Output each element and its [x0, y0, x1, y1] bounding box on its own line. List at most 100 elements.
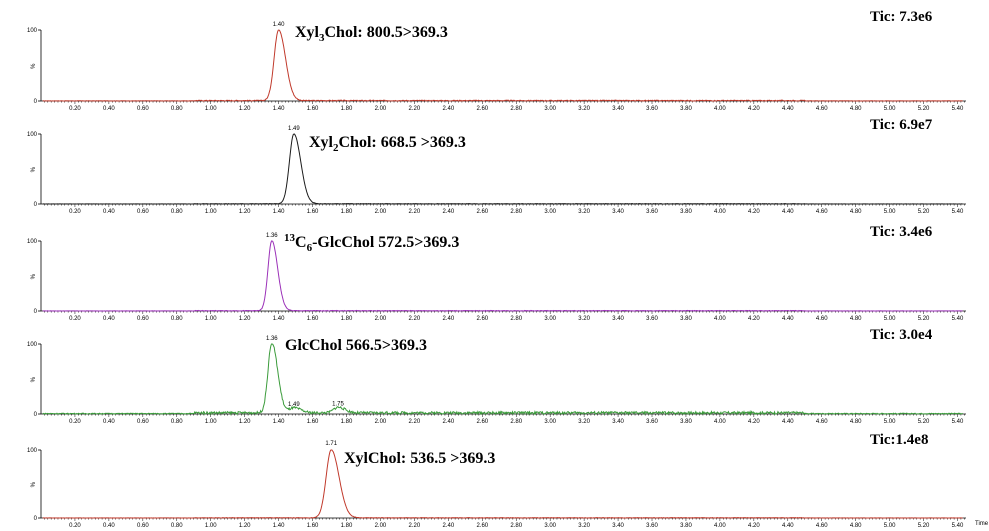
x-tick-label: 2.00 — [375, 106, 387, 112]
x-tick-label: 2.60 — [476, 419, 488, 425]
x-tick-label: 1.60 — [307, 419, 319, 425]
x-tick-label: 3.40 — [612, 419, 624, 425]
x-tick-label: 2.60 — [476, 316, 488, 322]
x-tick-label: 3.20 — [578, 523, 590, 529]
x-tick-label: 4.40 — [782, 523, 794, 529]
x-tick-label: 2.20 — [409, 209, 421, 215]
chart-panel-5: 100 0% 0.20 0.40 0.60 0.80 1.00 1.20 1.40 1.60 1.8… — [27, 432, 989, 529]
x-tick-label: 2.60 — [476, 523, 488, 529]
y-tick-label-max: 100 — [27, 342, 38, 348]
y-tick-label-max: 100 — [27, 132, 38, 138]
x-tick-label: 4.20 — [748, 523, 760, 529]
x-tick-label: 2.60 — [476, 209, 488, 215]
x-tick-label: 5.00 — [884, 523, 896, 529]
x-tick-label: 0.40 — [103, 209, 115, 215]
peak-label: 1.49 — [288, 402, 300, 408]
x-tick-label: 3.80 — [680, 419, 692, 425]
y-tick-label-max: 100 — [27, 448, 38, 454]
x-tick-label: 3.00 — [544, 419, 556, 425]
tic-value: Tic:1.4e8 — [870, 432, 928, 448]
x-tick-label: 3.40 — [612, 209, 624, 215]
x-tick-label: 2.00 — [375, 209, 387, 215]
peak-label: 1.36 — [266, 233, 278, 239]
x-tick-label: 2.40 — [442, 419, 454, 425]
series-trace — [42, 449, 963, 519]
x-tick-label: 5.20 — [918, 419, 930, 425]
x-tick-label: 1.60 — [307, 209, 319, 215]
x-tick-label: 1.60 — [307, 316, 319, 322]
y-tick-label-min: 0 — [34, 309, 38, 315]
x-tick-label: 0.40 — [103, 106, 115, 112]
x-tick-label: 1.20 — [239, 209, 251, 215]
y-tick-label-min: 0 — [34, 516, 38, 522]
y-axis-percent-label: % — [31, 63, 37, 69]
x-tick-label: 5.20 — [918, 316, 930, 322]
tic-value: Tic: 7.3e6 — [870, 9, 933, 25]
x-tick-label: 5.00 — [884, 316, 896, 322]
x-tick-label: 3.80 — [680, 316, 692, 322]
chart-panel-2: 100 0% 0.20 0.40 0.60 0.80 1.00 1.20 1.40 1.60 1.8… — [27, 117, 966, 215]
x-tick-label: 0.60 — [137, 316, 149, 322]
x-tick-label: 1.40 — [273, 106, 285, 112]
x-tick-label: 0.80 — [171, 209, 183, 215]
x-tick-label: 1.00 — [205, 523, 217, 529]
y-tick-label-max: 100 — [27, 239, 38, 245]
x-tick-label: 4.80 — [850, 106, 862, 112]
series-trace — [42, 133, 963, 205]
x-tick-label: 4.20 — [748, 209, 760, 215]
x-tick-label: 4.00 — [714, 523, 726, 529]
x-tick-label: 0.60 — [137, 209, 149, 215]
series-trace — [42, 29, 963, 102]
x-tick-label: 3.60 — [646, 523, 658, 529]
y-axis-percent-label: % — [31, 376, 37, 382]
x-tick-label: 4.60 — [816, 523, 828, 529]
x-tick-label: 1.40 — [273, 523, 285, 529]
x-tick-label: 2.00 — [375, 419, 387, 425]
x-tick-label: 0.20 — [69, 419, 81, 425]
x-tick-label: 1.40 — [273, 316, 285, 322]
x-tick-label: 3.60 — [646, 209, 658, 215]
x-tick-label: 5.00 — [884, 419, 896, 425]
x-tick-label: 5.40 — [952, 106, 964, 112]
x-tick-label: 2.00 — [375, 523, 387, 529]
x-tick-label: 4.40 — [782, 209, 794, 215]
x-tick-label: 2.20 — [409, 419, 421, 425]
x-tick-label: 5.20 — [918, 523, 930, 529]
x-tick-label: 1.00 — [205, 106, 217, 112]
x-tick-label: 0.40 — [103, 316, 115, 322]
x-tick-label: 3.60 — [646, 419, 658, 425]
x-tick-label: 2.40 — [442, 316, 454, 322]
x-tick-label: 2.20 — [409, 523, 421, 529]
y-axis-percent-label: % — [31, 273, 37, 279]
x-tick-label: 2.80 — [510, 106, 522, 112]
x-tick-label: 5.00 — [884, 106, 896, 112]
x-tick-label: 3.80 — [680, 209, 692, 215]
x-tick-label: 3.80 — [680, 523, 692, 529]
x-tick-label: 3.00 — [544, 106, 556, 112]
x-tick-label: 1.00 — [205, 209, 217, 215]
x-tick-label: 1.40 — [273, 209, 285, 215]
x-tick-label: 0.60 — [137, 523, 149, 529]
chart-panel-3: 100 0% 0.20 0.40 0.60 0.80 1.00 1.20 1.40 1.60 1.8… — [27, 224, 966, 322]
series-trace — [42, 343, 963, 416]
x-tick-label: 4.80 — [850, 523, 862, 529]
x-tick-label: 1.80 — [341, 419, 353, 425]
tic-value: Tic: 6.9e7 — [870, 117, 933, 133]
x-tick-label: 5.40 — [952, 209, 964, 215]
peak-label: 1.75 — [332, 401, 344, 407]
x-tick-label: 0.20 — [69, 523, 81, 529]
x-tick-label: 0.80 — [171, 106, 183, 112]
x-tick-label: 1.00 — [205, 316, 217, 322]
x-tick-label: 0.20 — [69, 316, 81, 322]
x-tick-label: 3.20 — [578, 209, 590, 215]
x-tick-label: 4.00 — [714, 419, 726, 425]
x-tick-label: 3.40 — [612, 523, 624, 529]
x-tick-label: 2.80 — [510, 209, 522, 215]
x-tick-label: 2.40 — [442, 209, 454, 215]
trace-title: GlcChol 566.5>369.3 — [285, 337, 427, 354]
x-tick-label: 2.80 — [510, 523, 522, 529]
x-tick-label: 0.80 — [171, 523, 183, 529]
x-tick-label: 2.20 — [409, 316, 421, 322]
x-tick-label: 0.40 — [103, 419, 115, 425]
